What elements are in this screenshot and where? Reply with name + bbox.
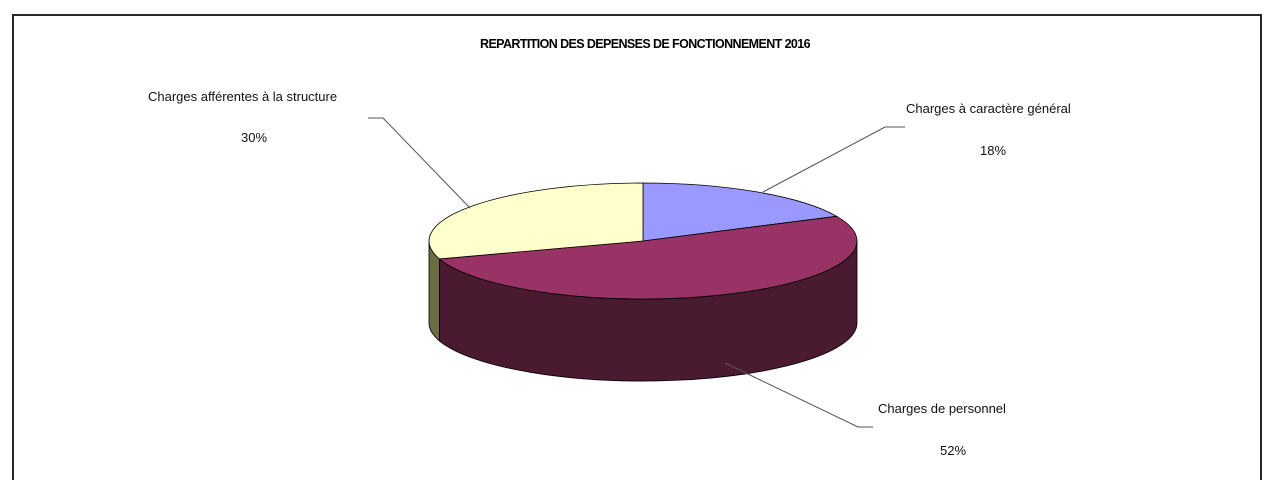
pie-slice-charges-afferentes-a-la-structure bbox=[428, 182, 644, 260]
slice-label-general: Charges à caractère général bbox=[906, 101, 1071, 116]
pie-group bbox=[428, 182, 858, 382]
leader-line-personnel bbox=[724, 362, 873, 428]
pie-slice-charges-a-caractere-general bbox=[642, 182, 838, 242]
slice-label-structure: Charges afférentes à la structure bbox=[148, 89, 337, 104]
leader-line-structure bbox=[368, 117, 471, 209]
leader-line-general bbox=[762, 126, 905, 193]
chart-title: REPARTITION DES DEPENSES DE FONCTIONNEME… bbox=[480, 37, 811, 51]
slice-label-personnel: Charges de personnel bbox=[878, 401, 1006, 416]
pie-slice-charges-de-personnel bbox=[438, 215, 858, 300]
slice-value-personnel: 52% bbox=[940, 443, 966, 458]
slice-value-general: 18% bbox=[980, 143, 1006, 158]
slice-value-structure: 30% bbox=[241, 130, 267, 145]
